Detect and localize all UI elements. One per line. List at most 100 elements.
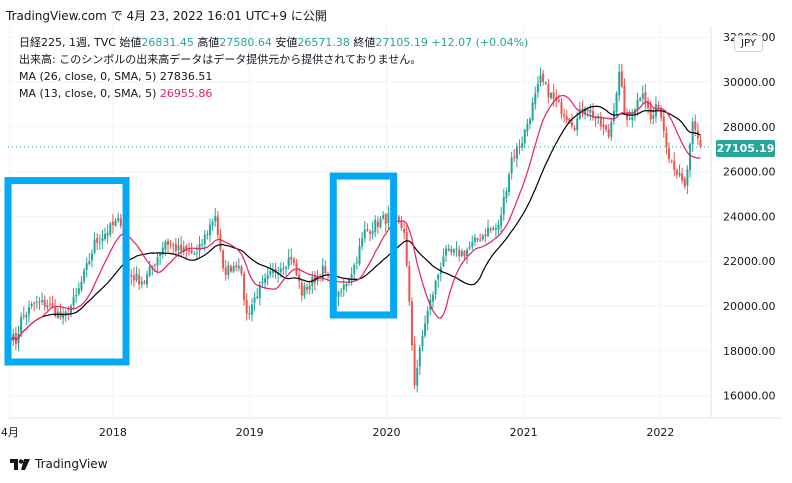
candle-body (261, 281, 264, 284)
candle-body (696, 130, 699, 139)
candle-body (560, 102, 563, 115)
candle-body (185, 245, 188, 251)
candle-body (222, 250, 225, 269)
candle-body (570, 122, 573, 127)
candle-body (526, 123, 529, 132)
candle-body (169, 243, 172, 245)
candle-body (549, 92, 552, 99)
candle-body (177, 245, 180, 250)
candle-body (14, 332, 17, 345)
candle-body (130, 274, 133, 277)
candle-body (455, 248, 458, 250)
candle-body (308, 285, 311, 290)
candle-body (612, 110, 615, 122)
candle-body (143, 281, 146, 284)
candle-body (363, 229, 366, 239)
candle-body (96, 238, 99, 243)
price-tick-label: 22000.00 (723, 255, 776, 268)
candle-body (64, 311, 67, 316)
candle-body (208, 224, 211, 236)
candle-body (489, 228, 492, 230)
candle-body (237, 265, 240, 269)
candle-body (193, 253, 196, 255)
candle-body (502, 197, 505, 215)
candle-body (203, 234, 206, 245)
ma13-row[interactable]: MA (13, close, 0, SMA, 5) 26955.86 (19, 85, 528, 102)
price-tick-label: 20000.00 (723, 300, 776, 313)
time-axis-labels: 4月 2018 2019 2020 2021 2022 (1, 426, 675, 439)
candle-body (578, 109, 581, 119)
candle-body (216, 216, 219, 235)
candle-body (20, 316, 23, 333)
candle-body (245, 299, 248, 314)
candle-body (264, 278, 267, 283)
candle-body (426, 310, 429, 324)
candle-body (683, 178, 686, 187)
candle-body (258, 284, 261, 299)
candle-body (408, 266, 411, 302)
candle-body (292, 259, 295, 263)
candle-body (180, 244, 183, 252)
candle-body (41, 300, 44, 303)
candle-body (111, 221, 114, 225)
candle-body (607, 129, 610, 137)
candle-body (342, 284, 345, 290)
price-tick-label: 26000.00 (723, 166, 776, 179)
candle-body (345, 283, 348, 287)
low-label: 安値 (275, 36, 298, 49)
candle-body (243, 273, 246, 301)
candle-body (515, 146, 518, 159)
candle-body (447, 248, 450, 251)
candle-body (90, 253, 93, 261)
legend: 日経225, 1週, TVC 始値26831.45 高値27580.64 安値2… (19, 34, 528, 102)
high-value: 27580.64 (219, 36, 272, 49)
candle-body (421, 336, 424, 347)
ma26-row[interactable]: MA (26, close, 0, SMA, 5) 27836.51 (19, 68, 528, 85)
candle-body (623, 85, 626, 113)
candle-body (117, 217, 120, 221)
candle-body (665, 132, 668, 147)
candle-body (479, 239, 482, 241)
candle-body (542, 73, 545, 82)
candle-body (368, 231, 371, 234)
candle-body (586, 109, 589, 112)
candle-body (85, 263, 88, 271)
open-label: 始値 (119, 36, 142, 49)
candle-body (487, 228, 490, 236)
candle-body (140, 281, 143, 285)
candle-body (565, 116, 568, 121)
price-tick-label: 30000.00 (723, 76, 776, 89)
time-tick-label: 2021 (510, 426, 538, 439)
candle-body (689, 143, 692, 171)
candle-body (536, 83, 539, 93)
ma13-line (10, 94, 701, 342)
candle-body (523, 129, 526, 144)
candle-body (473, 237, 476, 242)
candle-body (190, 249, 193, 254)
candle-body (673, 160, 676, 171)
volume-note: 出来高: このシンボルの出来高データはデータ提供元から提供されておりません。 (19, 53, 422, 66)
candle-body (610, 121, 613, 137)
candle-body (644, 92, 647, 102)
candle-body (563, 114, 566, 117)
ma26-value: 27836.51 (159, 70, 213, 83)
candle-body (80, 281, 83, 290)
candle-body (119, 218, 122, 226)
time-tick-label: 4月 (1, 426, 19, 439)
candle-body (387, 213, 390, 224)
candle-body (508, 174, 511, 193)
footer-brand[interactable]: TradingView (10, 457, 108, 471)
candle-body (269, 271, 272, 275)
candle-body (358, 245, 361, 264)
highlight-rectangle (329, 172, 398, 319)
symbol-info[interactable]: 日経225, 1週, TVC (19, 36, 116, 49)
currency-button[interactable]: JPY (734, 35, 763, 52)
candle-body (539, 75, 542, 83)
candle-body (153, 264, 156, 266)
candle-body (694, 121, 697, 131)
candle-body (576, 118, 579, 131)
candle-body (434, 280, 437, 295)
candle-body (529, 119, 532, 125)
candle-body (618, 71, 621, 96)
